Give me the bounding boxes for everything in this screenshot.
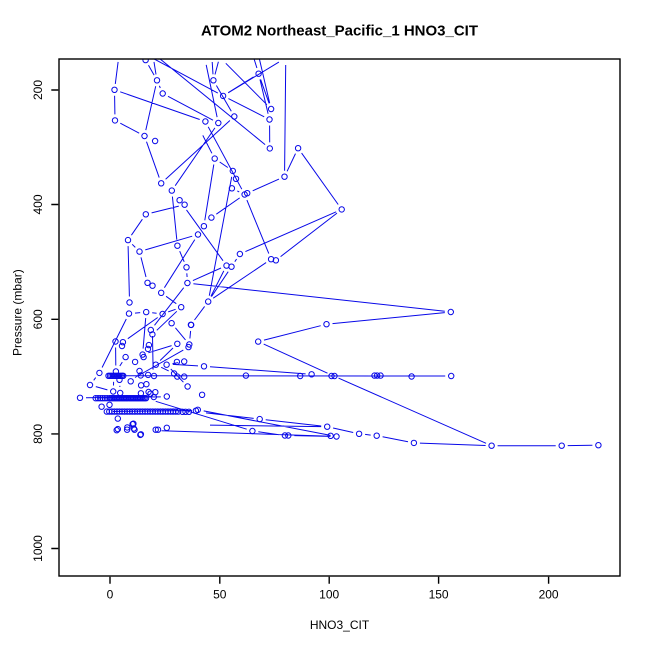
svg-text:1000: 1000 xyxy=(31,535,45,562)
svg-text:150: 150 xyxy=(429,588,449,602)
svg-text:0: 0 xyxy=(107,588,114,602)
svg-text:HNO3_CIT: HNO3_CIT xyxy=(310,618,370,632)
svg-text:200: 200 xyxy=(539,588,559,602)
svg-text:100: 100 xyxy=(319,588,339,602)
svg-text:800: 800 xyxy=(31,424,45,444)
svg-text:ATOM2 Northeast_Pacific_1 HNO3: ATOM2 Northeast_Pacific_1 HNO3_CIT xyxy=(201,23,478,40)
svg-text:Pressure (mbar): Pressure (mbar) xyxy=(11,269,25,356)
svg-text:400: 400 xyxy=(31,194,45,214)
svg-text:600: 600 xyxy=(31,309,45,329)
svg-text:200: 200 xyxy=(31,80,45,100)
svg-text:50: 50 xyxy=(213,588,227,602)
